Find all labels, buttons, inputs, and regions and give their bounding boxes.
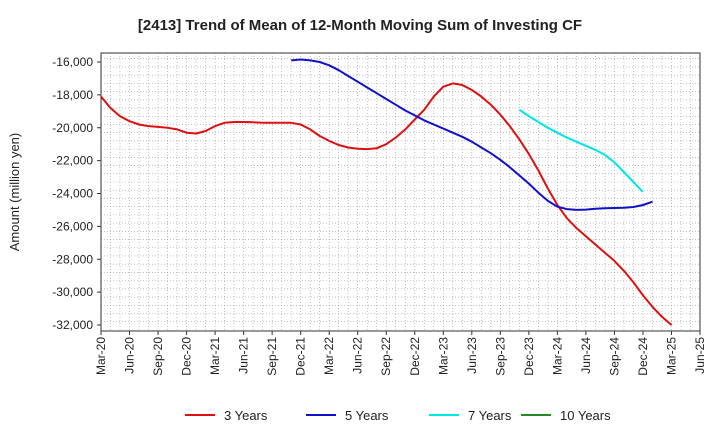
x-tick-label: Mar-21: [208, 337, 222, 375]
y-tick-label: -26,000: [52, 219, 93, 233]
x-tick-label: Sep-24: [607, 337, 621, 376]
x-tick-label: Jun-25: [693, 337, 707, 374]
x-tick-label: Sep-21: [265, 337, 279, 376]
legend: 3 Years 5 Years 7 Years 10 Years: [185, 408, 611, 423]
grid: [101, 53, 700, 331]
x-tick-label: Mar-24: [550, 337, 564, 375]
x-tick-label: Jun-21: [237, 337, 251, 374]
x-tick-label: Mar-25: [664, 337, 678, 375]
legend-label: 10 Years: [560, 408, 611, 423]
series-lines: [100, 58, 673, 326]
y-tick-label: -16,000: [52, 55, 93, 69]
y-tick-label: -20,000: [52, 121, 93, 135]
y-tick-label: -18,000: [52, 88, 93, 102]
x-tick-label: Mar-23: [436, 337, 450, 375]
x-tick-label: Mar-20: [94, 337, 108, 375]
y-tick-label: -22,000: [52, 154, 93, 168]
x-tick-label: Sep-23: [493, 337, 507, 376]
y-tick-label: -24,000: [52, 187, 93, 201]
x-tick-label: Sep-22: [379, 337, 393, 376]
series-line-5-years: [291, 58, 653, 211]
y-tick-label: -32,000: [52, 318, 93, 332]
x-tick-label: Dec-24: [636, 337, 650, 376]
legend-label: 5 Years: [345, 408, 389, 423]
series-line-7-years: [518, 108, 644, 193]
x-tick-label: Jun-23: [465, 337, 479, 374]
legend-label: 7 Years: [468, 408, 512, 423]
y-axis-ticks: -16,000 -18,000 -20,000 -22,000 -24,000 -26,0…: [52, 55, 101, 332]
x-tick-label: Jun-24: [579, 337, 593, 374]
series-line-3-years: [100, 82, 673, 326]
y-tick-label: -30,000: [52, 285, 93, 299]
x-tick-label: Mar-22: [322, 337, 336, 375]
x-tick-label: Dec-23: [522, 337, 536, 376]
x-tick-label: Dec-21: [294, 337, 308, 376]
x-tick-label: Jun-20: [123, 337, 137, 374]
plot-area: [100, 52, 701, 332]
y-tick-label: -28,000: [52, 252, 93, 266]
y-axis-label: Amount (million yen): [7, 133, 22, 252]
x-tick-label: Dec-22: [408, 337, 422, 376]
x-tick-label: Jun-22: [351, 337, 365, 374]
chart-title: [2413] Trend of Mean of 12-Month Moving …: [138, 17, 582, 34]
x-tick-label: Dec-20: [180, 337, 194, 376]
x-axis-ticks: Mar-20 Jun-20 Sep-20 Dec-20 Mar-21 Jun-21 Sep-…: [94, 331, 707, 376]
legend-label: 3 Years: [224, 408, 268, 423]
x-tick-label: Sep-20: [151, 337, 165, 376]
